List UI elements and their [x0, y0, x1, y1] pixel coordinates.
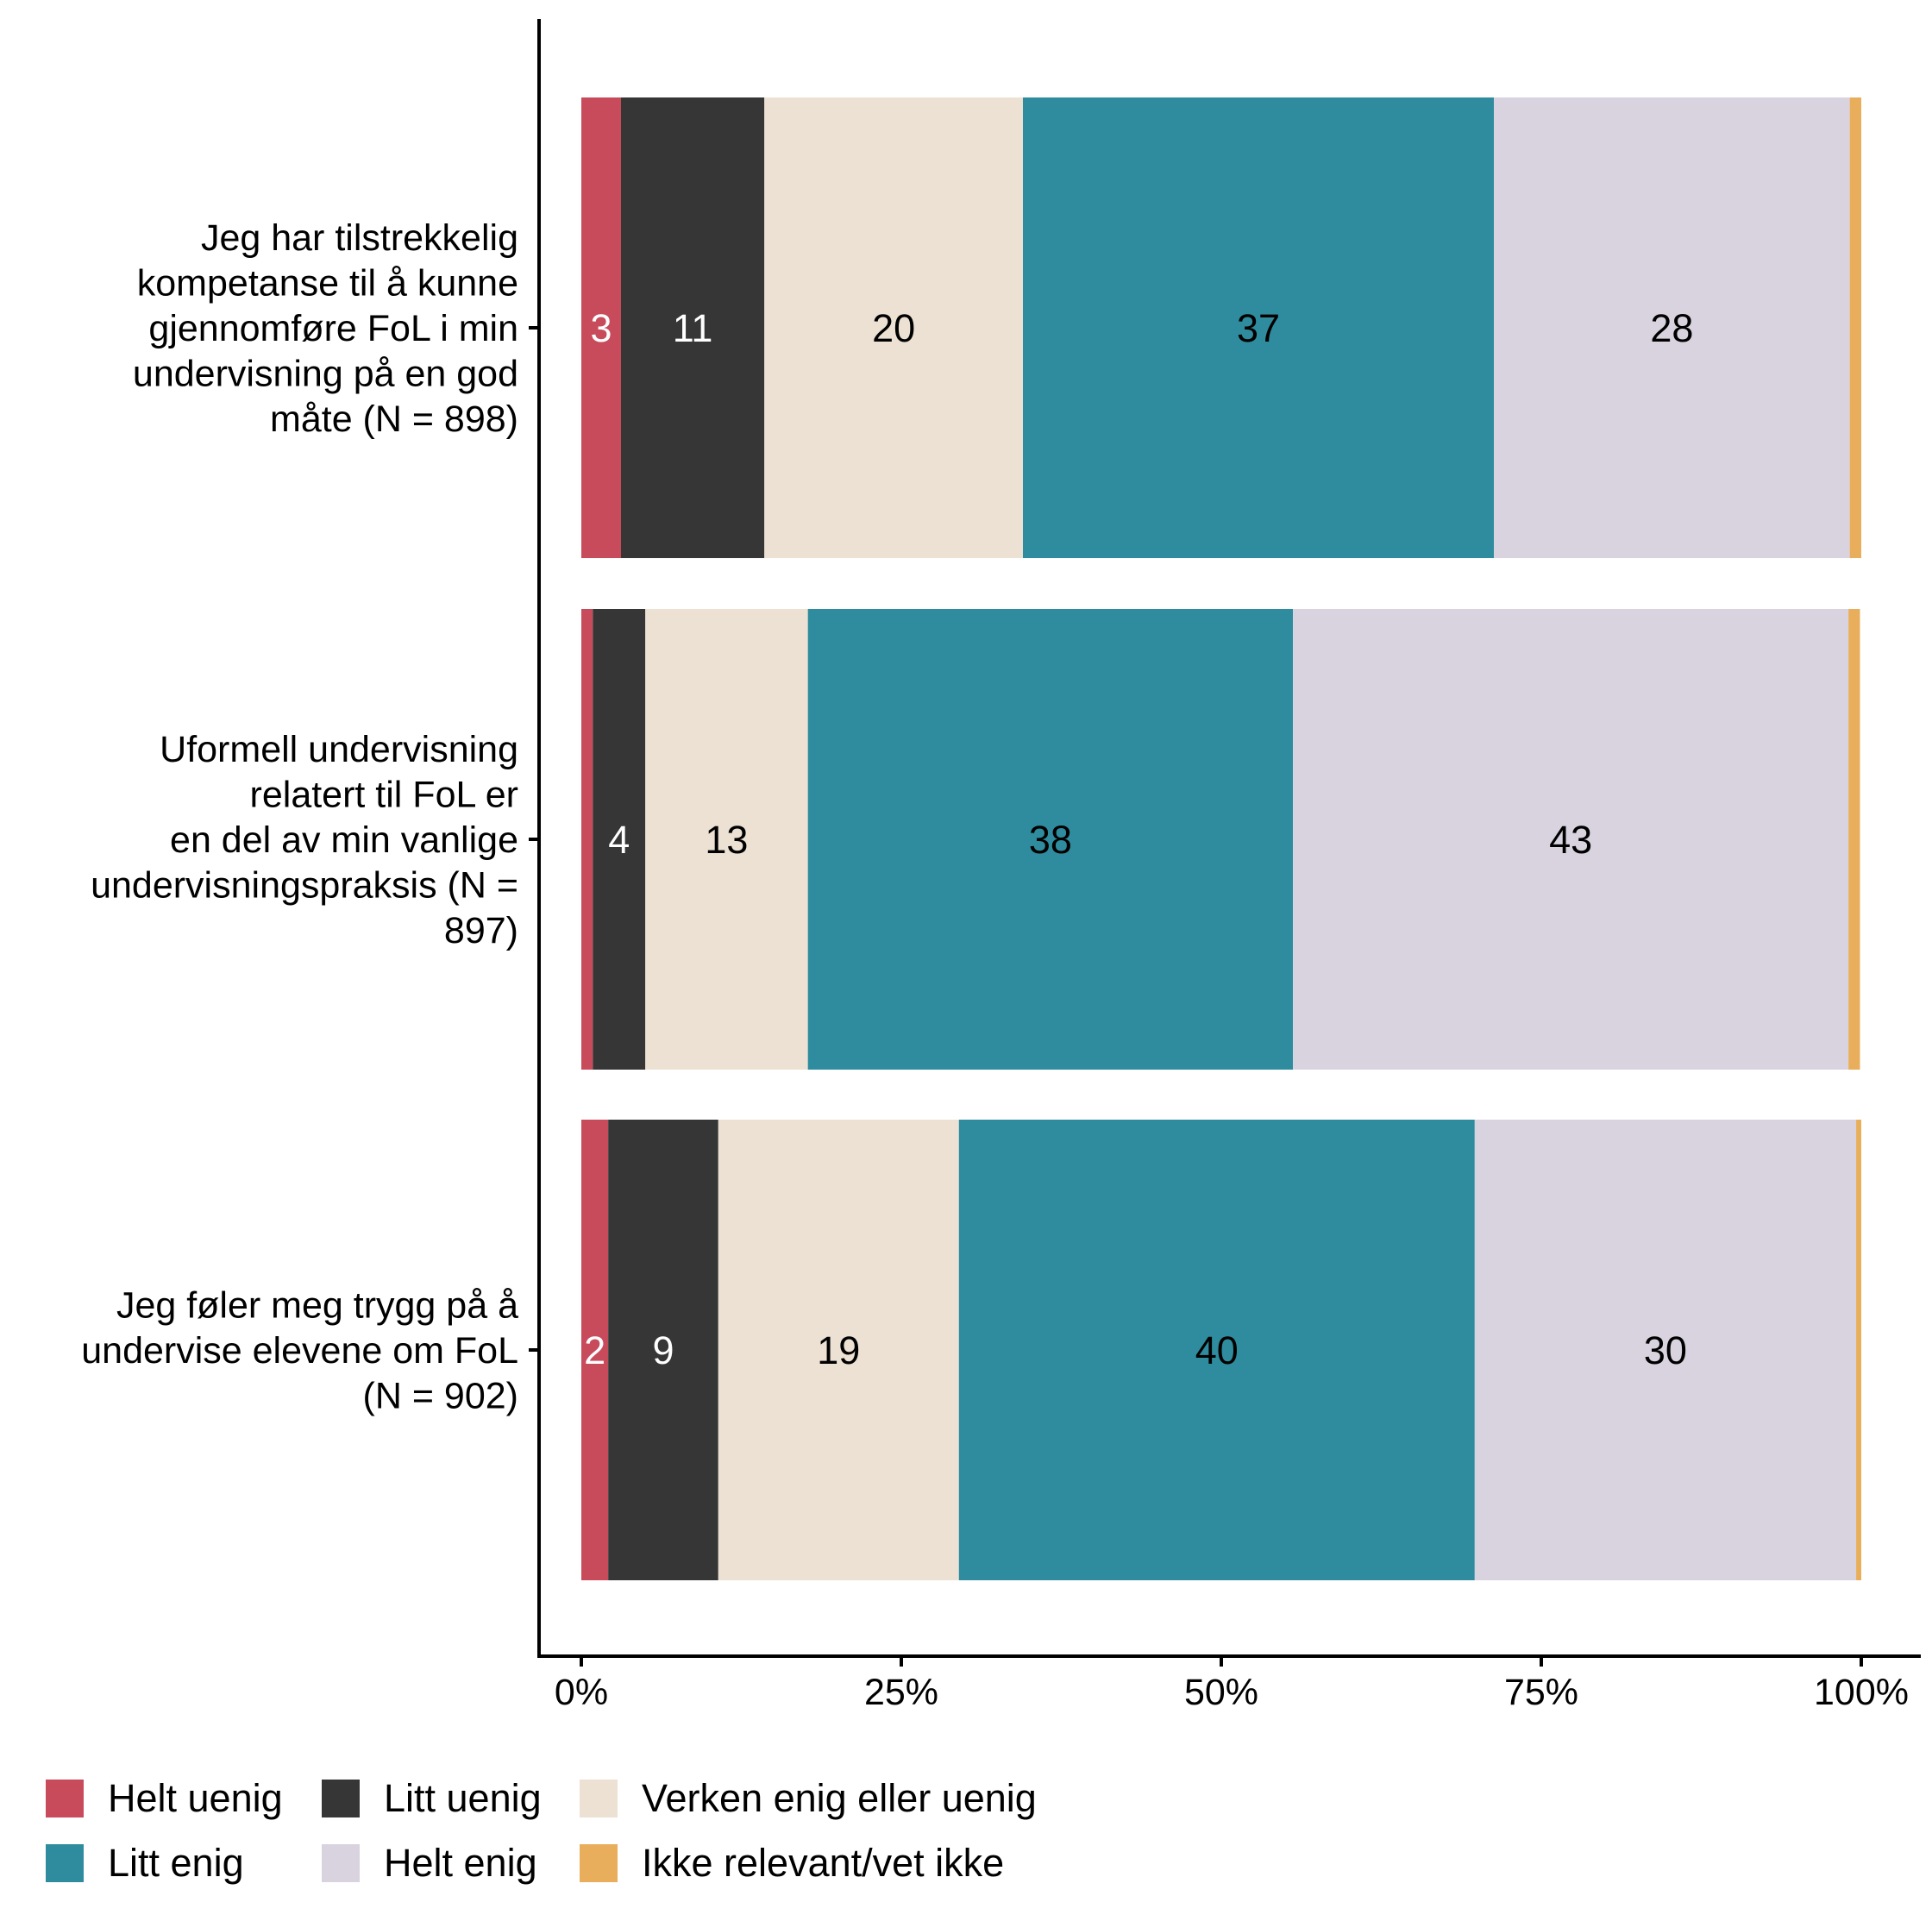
- bar-segment-litt-enig: [1022, 97, 1495, 558]
- segment-value-label: 38: [1029, 818, 1072, 862]
- x-axis-ticks: 0% 25% 50% 75% 100%: [555, 1656, 1909, 1713]
- legend-item: Ikke relevant/vet ikke: [580, 1841, 1004, 1885]
- segment-value-label: 20: [872, 306, 915, 350]
- bar-segment-verken-enig-eller-uenig: [764, 97, 1023, 558]
- bar-segment-helt-uenig: [581, 97, 622, 558]
- x-tick-label: 100%: [1814, 1672, 1909, 1713]
- bar-segment-ikke-relevant-vet-ikke: [1856, 1120, 1861, 1580]
- category-label-line: Jeg føler meg trygg på å: [116, 1285, 518, 1327]
- bar-segment-helt-uenig: [581, 1120, 609, 1580]
- legend-item: Helt uenig: [46, 1776, 283, 1820]
- legend-label: Helt enig: [384, 1841, 537, 1885]
- category-label-line: (N = 902): [363, 1376, 518, 1417]
- legend-swatch: [46, 1844, 84, 1882]
- legend-swatch: [580, 1844, 618, 1882]
- category-label-line: undervisningspraksis (N =: [91, 865, 518, 907]
- legend-item: Verken enig eller uenig: [580, 1776, 1037, 1820]
- segment-value-label: 9: [652, 1328, 674, 1372]
- category-label-line: Uformell undervisning: [160, 729, 518, 770]
- legend-label: Litt uenig: [384, 1776, 542, 1820]
- bar-segment-helt-uenig: [581, 609, 593, 1070]
- x-tick-label: 0%: [555, 1672, 608, 1713]
- bars-layer: [581, 97, 1861, 1580]
- bar-segment-litt-uenig: [593, 609, 646, 1070]
- category-label-line: undervisning på en god: [133, 354, 518, 395]
- category-label-line: relatert til FoL er: [250, 775, 518, 816]
- bar-segment-litt-enig: [807, 609, 1294, 1070]
- category-label-line: gjennomføre FoL i min: [148, 308, 518, 349]
- legend-label: Ikke relevant/vet ikke: [642, 1841, 1004, 1885]
- legend-swatch: [322, 1844, 360, 1882]
- bar-segment-helt-enig: [1293, 609, 1849, 1070]
- segment-value-label: 4: [608, 818, 630, 862]
- segment-labels-layer: 3 11 20 37 28 4 13 38 43 2 9 19 40 30: [584, 306, 1693, 1372]
- legend-label: Litt enig: [108, 1841, 244, 1885]
- segment-value-label: 30: [1644, 1328, 1687, 1372]
- category-label-line: måte (N = 898): [270, 399, 518, 440]
- legend: Helt uenig Litt uenig Verken enig eller ue…: [46, 1776, 1037, 1885]
- legend-swatch: [580, 1780, 618, 1817]
- segment-value-label: 37: [1237, 306, 1280, 350]
- legend-label: Helt uenig: [108, 1776, 283, 1820]
- category-label-line: undervise elevene om FoL: [81, 1330, 518, 1372]
- legend-label: Verken enig eller uenig: [642, 1776, 1037, 1820]
- bar-segment-litt-enig: [958, 1120, 1475, 1580]
- segment-value-label: 19: [817, 1328, 860, 1372]
- segment-value-label: 28: [1650, 306, 1693, 350]
- bar-segment-verken-enig-eller-uenig: [645, 609, 808, 1070]
- segment-value-label: 3: [590, 306, 612, 350]
- bar-segment-litt-uenig: [621, 97, 765, 558]
- segment-value-label: 43: [1549, 818, 1592, 862]
- legend-item: Helt enig: [322, 1841, 537, 1885]
- x-tick-label: 25%: [864, 1672, 938, 1713]
- legend-swatch: [46, 1780, 84, 1817]
- legend-item: Litt enig: [46, 1841, 244, 1885]
- bar-segment-helt-enig: [1494, 97, 1850, 558]
- category-label-line: kompetanse til å kunne: [137, 263, 518, 304]
- category-label-line: Jeg har tilstrekkelig: [201, 217, 518, 259]
- legend-item: Litt uenig: [322, 1776, 542, 1820]
- bar-segment-verken-enig-eller-uenig: [718, 1120, 959, 1580]
- segment-value-label: 2: [584, 1328, 605, 1372]
- x-tick-label: 50%: [1184, 1672, 1258, 1713]
- bar-segment-litt-uenig: [608, 1120, 718, 1580]
- segment-value-label: 13: [705, 818, 748, 862]
- category-label-line: en del av min vanlige: [170, 819, 518, 861]
- category-label-line: 897): [444, 910, 518, 951]
- segment-value-label: 11: [673, 306, 713, 350]
- bar-segment-ikke-relevant-vet-ikke: [1848, 609, 1860, 1070]
- segment-value-label: 40: [1195, 1328, 1239, 1372]
- bar-segment-helt-enig: [1474, 1120, 1857, 1580]
- x-tick-label: 75%: [1504, 1672, 1578, 1713]
- y-axis-ticks: [529, 326, 539, 1352]
- legend-swatch: [322, 1780, 360, 1817]
- bar-segment-ikke-relevant-vet-ikke: [1849, 97, 1861, 558]
